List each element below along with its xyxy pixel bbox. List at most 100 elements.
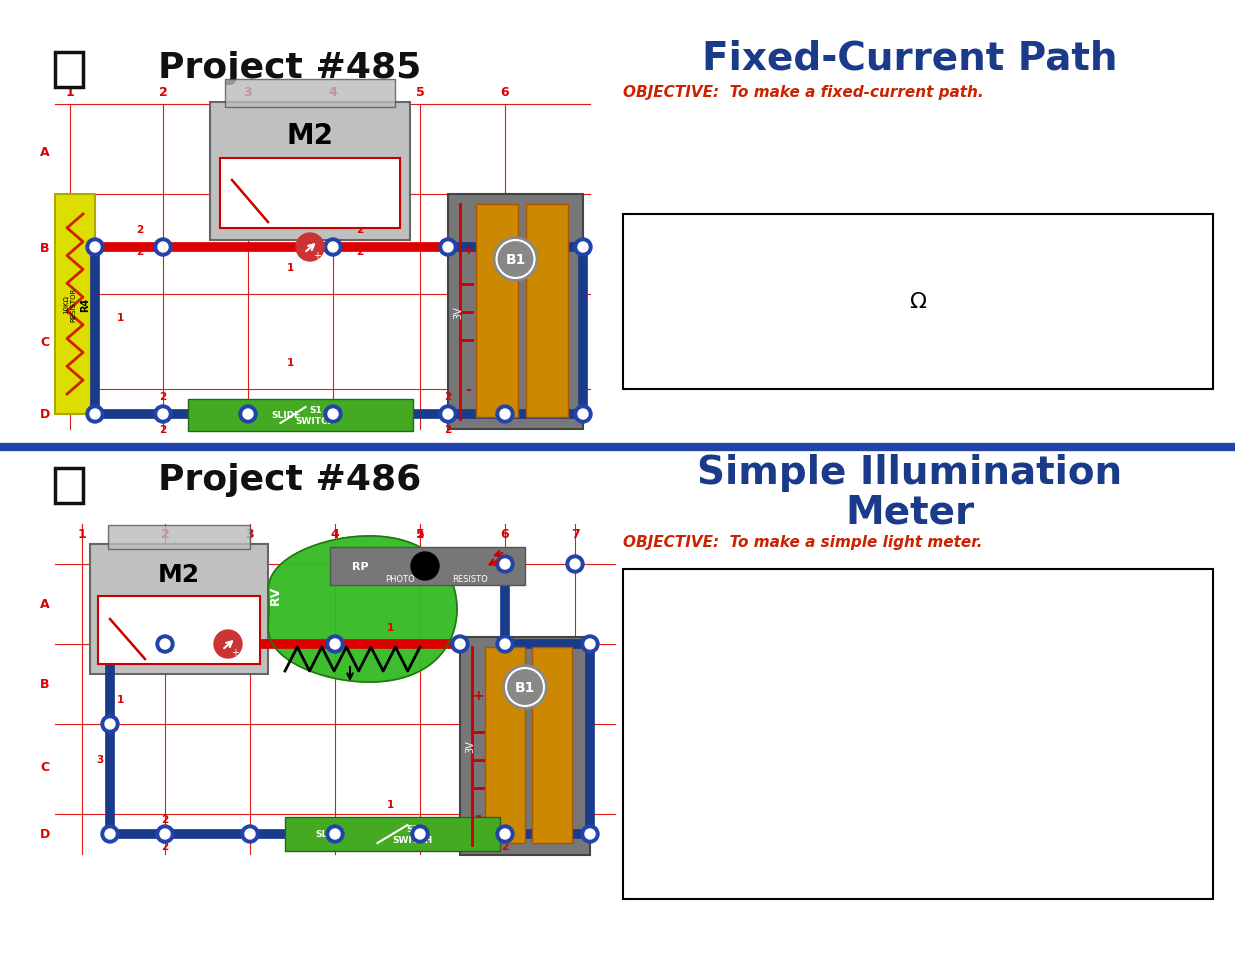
Text: OBJECTIVE:  To make a fixed-current path.: OBJECTIVE: To make a fixed-current path. [622,85,983,99]
Circle shape [329,243,338,253]
Circle shape [326,825,345,843]
Circle shape [438,239,457,256]
Circle shape [156,825,174,843]
Text: -: - [475,808,480,822]
Text: 2: 2 [162,814,169,824]
Text: 2: 2 [501,814,509,824]
Bar [225,80,395,108]
Text: 5: 5 [416,87,425,99]
Polygon shape [268,537,457,682]
Text: A: A [41,598,49,611]
Text: +: + [231,647,240,658]
Circle shape [240,406,257,423]
Circle shape [329,410,338,419]
Text: Ω: Ω [909,292,926,312]
Text: 3V: 3V [466,740,475,753]
Bar [330,547,525,585]
Circle shape [585,639,595,649]
Bar [622,214,1213,390]
Circle shape [500,559,510,569]
Circle shape [158,410,168,419]
Bar [98,597,261,664]
Circle shape [105,829,115,840]
Text: 3V: 3V [453,306,463,318]
Bar [56,53,83,88]
Circle shape [574,406,592,423]
Text: Project #486: Project #486 [158,462,421,497]
Text: 2: 2 [161,528,169,541]
Bar [526,205,568,417]
Text: RV: RV [268,585,282,604]
Circle shape [494,237,537,282]
Circle shape [574,239,592,256]
Text: 1: 1 [387,622,394,633]
Text: +: + [312,251,321,261]
Circle shape [330,829,340,840]
Circle shape [90,243,100,253]
Circle shape [243,410,253,419]
Text: Meter: Meter [846,494,974,532]
Text: 7: 7 [571,528,579,541]
Bar [56,194,95,415]
Text: 2: 2 [416,530,424,539]
Text: 1: 1 [78,528,86,541]
Text: 1: 1 [116,695,124,704]
Text: +: + [462,243,474,256]
Bar [285,817,500,851]
Circle shape [241,825,259,843]
Circle shape [415,829,425,840]
Circle shape [580,825,599,843]
Circle shape [500,410,510,419]
Text: PHOTO: PHOTO [385,574,415,583]
Circle shape [451,636,469,654]
Circle shape [161,639,170,649]
Text: 1: 1 [287,357,294,368]
Text: 2: 2 [357,225,363,234]
Bar [56,469,83,503]
Circle shape [324,239,342,256]
Text: D: D [40,827,51,841]
Circle shape [578,410,588,419]
Text: OBJECTIVE:  To make a simple light meter.: OBJECTIVE: To make a simple light meter. [622,535,982,550]
Circle shape [245,829,254,840]
Bar [90,544,268,675]
Text: 4: 4 [331,528,340,541]
Bar [475,205,517,417]
Circle shape [411,825,429,843]
Text: RESISTO: RESISTO [452,574,488,583]
Circle shape [496,406,514,423]
Text: -: - [466,382,471,396]
Text: +: + [472,688,484,702]
Circle shape [154,406,172,423]
Circle shape [296,233,324,262]
Text: M2: M2 [158,562,200,586]
Circle shape [330,639,340,649]
Circle shape [496,556,514,574]
Circle shape [214,630,242,659]
Text: 2: 2 [136,619,143,629]
Text: 2: 2 [357,247,363,256]
Text: 2: 2 [445,392,452,401]
Circle shape [503,665,547,709]
Text: B: B [41,241,49,254]
Text: SLIDE: SLIDE [315,830,345,839]
Bar [210,103,410,241]
Text: 1: 1 [487,695,494,704]
Circle shape [580,636,599,654]
Text: 2: 2 [162,841,169,851]
Circle shape [571,559,580,569]
Bar [448,194,583,430]
Bar [485,647,525,843]
Circle shape [101,716,119,733]
Circle shape [443,410,453,419]
Text: D: D [40,408,51,421]
Circle shape [443,243,453,253]
Bar [622,569,1213,899]
Bar [188,399,412,432]
Text: 1: 1 [387,800,394,809]
Text: RP: RP [352,561,368,572]
Text: A: A [41,146,49,158]
Circle shape [86,239,104,256]
Text: 1: 1 [116,313,124,323]
Circle shape [496,636,514,654]
